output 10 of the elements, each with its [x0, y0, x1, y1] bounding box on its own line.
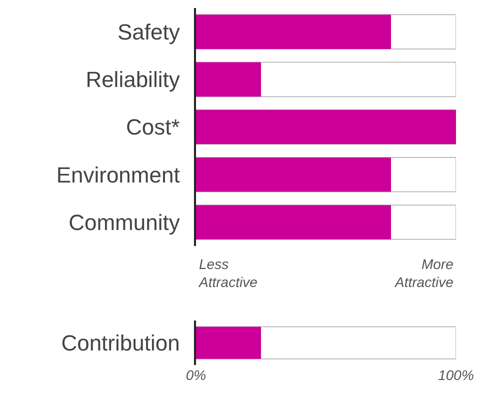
y-tick-label: Reliability	[86, 67, 180, 92]
y-tick-label: Environment	[56, 162, 180, 188]
y-tick-label: Safety	[117, 20, 180, 45]
y-tick-label: Cost*	[126, 114, 180, 140]
x-tick-label: 100%	[438, 367, 474, 384]
y-tick-label: Contribution	[61, 330, 180, 356]
y-tick-label: Community	[68, 210, 180, 235]
x-tick-label: 0%	[186, 367, 206, 384]
annotation: More Attractive	[394, 256, 454, 290]
annotation: Less Attractive	[198, 256, 258, 290]
